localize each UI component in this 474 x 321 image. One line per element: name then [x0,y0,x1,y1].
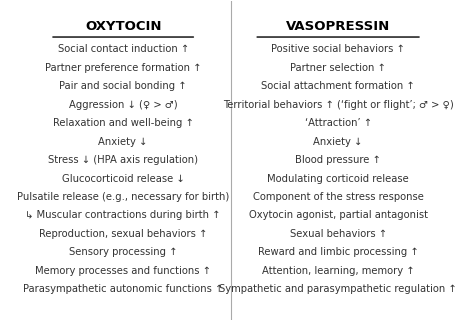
Text: Blood pressure ↑: Blood pressure ↑ [295,155,381,165]
Text: Sympathetic and parasympathetic regulation ↑: Sympathetic and parasympathetic regulati… [219,284,457,294]
Text: Territorial behaviors ↑ (‘fight or flight’; ♂ > ♀): Territorial behaviors ↑ (‘fight or fligh… [223,100,454,110]
Text: Relaxation and well-being ↑: Relaxation and well-being ↑ [53,118,193,128]
Text: Sexual behaviors ↑: Sexual behaviors ↑ [290,229,387,239]
Text: Aggression ↓ (♀ > ♂): Aggression ↓ (♀ > ♂) [69,100,177,110]
Text: Stress ↓ (HPA axis regulation): Stress ↓ (HPA axis regulation) [48,155,198,165]
Text: Reward and limbic processing ↑: Reward and limbic processing ↑ [258,247,419,257]
Text: Modulating corticoid release: Modulating corticoid release [267,174,409,184]
Text: VASOPRESSIN: VASOPRESSIN [286,21,390,33]
Text: Partner preference formation ↑: Partner preference formation ↑ [45,63,201,73]
Text: Partner selection ↑: Partner selection ↑ [290,63,386,73]
Text: Positive social behaviors ↑: Positive social behaviors ↑ [271,44,405,54]
Text: Pair and social bonding ↑: Pair and social bonding ↑ [59,81,187,91]
Text: OXYTOCIN: OXYTOCIN [85,21,162,33]
Text: Social attachment formation ↑: Social attachment formation ↑ [261,81,415,91]
Text: Sensory processing ↑: Sensory processing ↑ [69,247,177,257]
Text: Parasympathetic autonomic functions ↑: Parasympathetic autonomic functions ↑ [23,284,223,294]
Text: Anxiety ↓: Anxiety ↓ [313,137,363,147]
Text: Component of the stress response: Component of the stress response [253,192,424,202]
Text: ↳ Muscular contractions during birth ↑: ↳ Muscular contractions during birth ↑ [26,211,221,221]
Text: Reproduction, sexual behaviors ↑: Reproduction, sexual behaviors ↑ [39,229,207,239]
Text: Social contact induction ↑: Social contact induction ↑ [57,44,189,54]
Text: Oxytocin agonist, partial antagonist: Oxytocin agonist, partial antagonist [248,211,428,221]
Text: ‘Attraction’ ↑: ‘Attraction’ ↑ [304,118,372,128]
Text: Memory processes and functions ↑: Memory processes and functions ↑ [35,266,211,276]
Text: Glucocorticoid release ↓: Glucocorticoid release ↓ [62,174,184,184]
Text: Anxiety ↓: Anxiety ↓ [99,137,148,147]
Text: Attention, learning, memory ↑: Attention, learning, memory ↑ [262,266,414,276]
Text: Pulsatile release (e.g., necessary for birth): Pulsatile release (e.g., necessary for b… [17,192,229,202]
